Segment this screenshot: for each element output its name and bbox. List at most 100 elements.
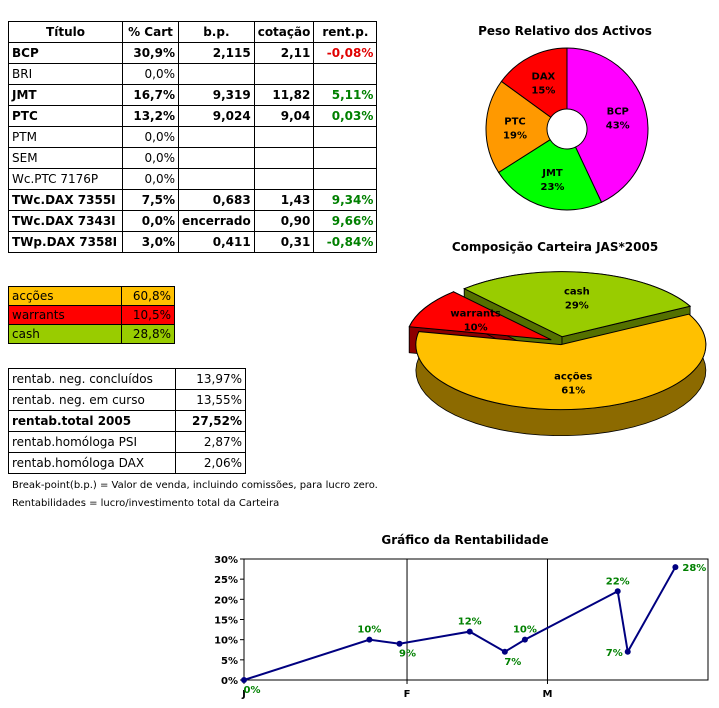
rentabilidade-data-label: 9% [399,649,416,660]
stats-label: rentab. neg. concluídos [8,368,176,390]
cell-titulo: TWc.DAX 7343I [8,210,123,232]
rentabilidade-data-label: 28% [682,563,706,574]
cell-titulo: Wc.PTC 7176P [8,168,123,190]
doughnut-slice-ptc [485,80,552,174]
cell-rent-p: -0,08% [313,42,378,64]
stats-table: rentab. neg. concluídos 13,97% rentab. neg… [8,368,246,474]
rentabilidade-data-label: 7% [606,648,623,659]
portfolio-row: Wc.PTC 7176P 0,0% [8,168,378,190]
header-titulo: Título [8,21,123,43]
portfolio-table: Título % Cart b.p. cotação rent.p. BCP 30… [8,21,378,253]
allocation-value: 10,5% [121,305,175,325]
cell-bp: encerrado [178,210,255,232]
cell-bp: 9,024 [178,105,255,127]
allocation-label: cash [8,324,122,344]
rentabilidade-data-label: 22% [606,576,630,587]
allocation-value: 28,8% [121,324,175,344]
doughnut-slice-bcp [566,47,649,203]
rentabilidade-data-label: 12% [458,617,482,628]
y-tick-label: 0% [221,676,238,687]
doughnut-slice-label: PTC [504,116,525,127]
cell-pct-cart: 7,5% [122,189,179,211]
cell-rent-p [313,147,378,169]
cell-titulo: PTM [8,126,123,148]
cell-titulo: TWp.DAX 7358I [8,231,123,253]
cell-pct-cart: 0,0% [122,168,179,190]
doughnut-slice-value: 23% [541,182,565,193]
portfolio-row: TWc.DAX 7355I 7,5% 0,683 1,43 9,34% [8,189,378,211]
y-tick-label: 25% [214,575,238,586]
y-tick-label: 30% [214,555,238,566]
cell-bp [178,63,255,85]
doughnut-chart-title: Peso Relativo dos Activos [478,24,652,38]
pie3d-chart: acções 61% warrants 10% cash 29% [408,271,707,436]
cell-bp: 0,411 [178,231,255,253]
line-chart-title: Gráfico da Rentabilidade [381,533,549,547]
doughnut-slice-label: BCP [607,107,629,118]
doughnut-slice-jmt [497,139,603,211]
stats-row: rentab.homóloga PSI 2,87% [8,431,246,453]
header-bp: b.p. [178,21,255,43]
doughnut-slice-label: JMT [541,168,563,179]
rentabilidade-data-label: 0% [244,685,261,696]
rentabilidade-point [241,677,247,683]
header-cotacao: cotação [253,21,315,43]
cell-titulo: PTC [8,105,123,127]
cell-cotacao [253,63,315,85]
stats-value: 13,97% [175,368,246,390]
stats-row: rentab. neg. em curso 13,55% [8,389,246,411]
rentabilidade-point [624,648,631,655]
cell-titulo: BRI [8,63,123,85]
pie3d-slice-label: acções [554,371,592,382]
cell-cotacao: 1,43 [253,189,315,211]
doughnut-slice-value: 19% [503,130,527,141]
cell-pct-cart: 30,9% [122,42,179,64]
cell-bp [178,126,255,148]
cell-titulo: SEM [8,147,123,169]
stats-value: 2,06% [175,452,246,474]
note-rentabilidades: Rentabilidades = lucro/investimento tota… [12,498,280,509]
cell-rent-p [313,168,378,190]
portfolio-row: BRI 0,0% [8,63,378,85]
rentabilidade-point [466,628,473,635]
stats-label: rentab.total 2005 [8,410,176,432]
stats-label: rentab.homóloga PSI [8,431,176,453]
cell-cotacao [253,168,315,190]
cell-pct-cart: 0,0% [122,126,179,148]
note-break-point: Break-point(b.p.) = Valor de venda, incl… [12,480,378,491]
allocation-value: 60,8% [121,286,175,306]
y-tick-label: 15% [214,616,238,627]
x-tick-label: J [241,689,246,700]
allocation-label: acções [8,286,122,306]
cell-cotacao: 0,31 [253,231,315,253]
portfolio-row: TWp.DAX 7358I 3,0% 0,411 0,31 -0,84% [8,231,378,253]
allocation-row: warrants 10,5% [8,305,175,325]
stats-value: 13,55% [175,389,246,411]
cell-pct-cart: 0,0% [122,147,179,169]
pie3d-slice-value: 10% [464,323,488,334]
allocation-row: cash 28,8% [8,324,175,344]
rentabilidade-point [521,636,528,643]
stats-row: rentab.total 2005 27,52% [8,410,246,432]
portfolio-body: BCP 30,9% 2,115 2,11 -0,08% BRI 0,0% JMT 16,7% 9,… [8,42,378,253]
cell-bp [178,147,255,169]
pie3d-slice-value: 61% [561,385,585,396]
pie3d-slice-value: 29% [565,300,589,311]
cell-bp: 9,319 [178,84,255,106]
cell-rent-p: 9,34% [313,189,378,211]
cell-pct-cart: 0,0% [122,63,179,85]
doughnut-chart: BCP 43% JMT 23% PTC 19% DAX 15% [485,47,649,211]
cell-cotacao: 9,04 [253,105,315,127]
cell-titulo: BCP [8,42,123,64]
portfolio-header-row: Título % Cart b.p. cotação rent.p. [8,21,378,43]
stats-body: rentab. neg. concluídos 13,97% rentab. neg… [8,368,246,474]
portfolio-row: SEM 0,0% [8,147,378,169]
stats-row: rentab.homóloga DAX 2,06% [8,452,246,474]
allocation-body: acções 60,8% warrants 10,5% cash 28,8% [8,286,175,344]
pie3d-slice-warrants [408,291,552,341]
doughnut-slice-value: 15% [531,86,555,97]
cell-pct-cart: 3,0% [122,231,179,253]
cell-titulo: JMT [8,84,123,106]
allocation-table: acções 60,8% warrants 10,5% cash 28,8% [8,286,175,344]
portfolio-row: PTM 0,0% [8,126,378,148]
